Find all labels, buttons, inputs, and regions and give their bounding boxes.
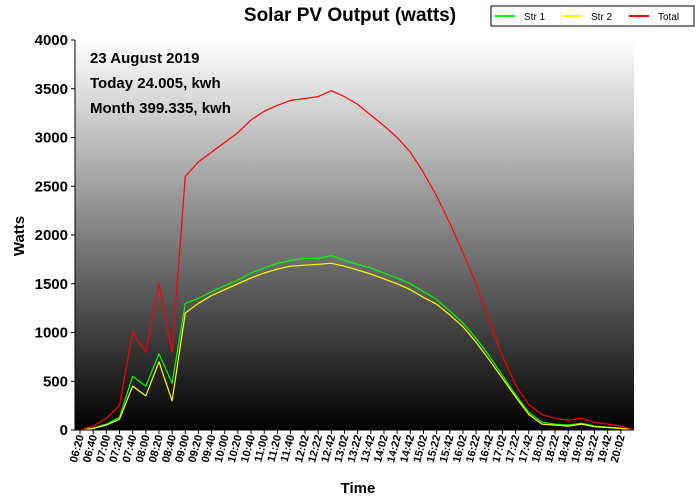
x-axis-label: Time — [341, 480, 376, 497]
y-tick-label: 2500 — [35, 178, 68, 195]
y-tick-label: 3500 — [35, 81, 68, 98]
annotation-month: Month 399.335, kwh — [90, 100, 231, 117]
x-ticks: 06:2006:4007:0007:2007:4008:0008:2008:40… — [68, 430, 628, 464]
legend-label: Str 2 — [591, 12, 613, 23]
y-ticks: 0 500 1000 1500 2000 2500 3000 3500 4000 — [35, 32, 75, 439]
y-axis-label: Watts — [11, 216, 28, 256]
y-tick-label: 0 — [60, 422, 68, 439]
series-line-str-1 — [79, 254, 635, 431]
y-tick-label: 4000 — [35, 32, 68, 49]
series-line-str-2 — [79, 262, 635, 431]
y-tick-label: 2000 — [35, 227, 68, 244]
chart-title: Solar PV Output (watts) — [244, 5, 456, 26]
series-line-total — [79, 90, 635, 431]
legend-box — [490, 5, 695, 27]
y-tick-label: 1000 — [35, 325, 68, 342]
annotation-date: 23 August 2019 — [90, 50, 200, 67]
y-tick-label: 1500 — [35, 276, 68, 293]
plot-background — [75, 40, 634, 430]
annotation-today: Today 24.005, kwh — [90, 75, 221, 92]
y-tick-label: 500 — [43, 373, 68, 390]
legend-label: Total — [658, 12, 679, 23]
y-tick-label: 3000 — [35, 130, 68, 147]
legend: Str 1 Str 2 Total — [490, 5, 695, 27]
series-layer — [79, 90, 635, 431]
legend-label: Str 1 — [524, 12, 546, 23]
